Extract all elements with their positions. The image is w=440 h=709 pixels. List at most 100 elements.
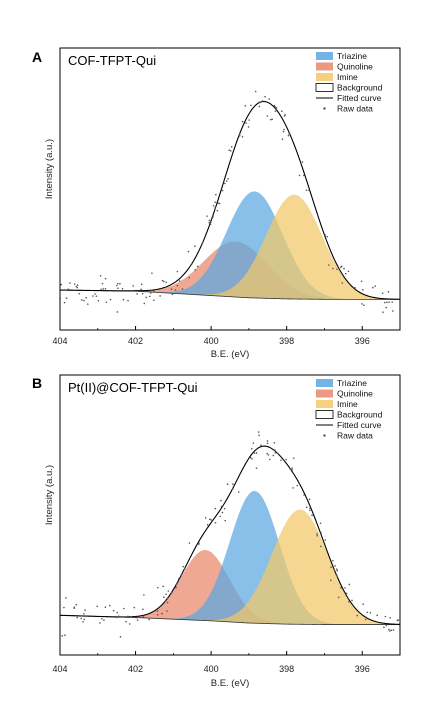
legend-label: Fitted curve bbox=[337, 420, 382, 430]
legend-item-imine: Imine bbox=[316, 399, 358, 409]
raw-data-point bbox=[109, 298, 112, 301]
raw-data-point bbox=[133, 606, 136, 609]
raw-data-point bbox=[104, 287, 107, 290]
raw-data-point bbox=[65, 297, 68, 299]
raw-data-point bbox=[178, 280, 181, 282]
raw-data-point bbox=[311, 514, 313, 517]
raw-data-point bbox=[143, 594, 145, 596]
raw-data-point bbox=[309, 507, 311, 510]
raw-data-point bbox=[366, 611, 369, 614]
raw-data-point bbox=[188, 542, 191, 544]
raw-data-point bbox=[340, 265, 343, 268]
raw-data-point bbox=[183, 567, 186, 570]
raw-data-point bbox=[61, 635, 64, 637]
panel-a: 404 402 400 398 396 B.E. (eV) Intensity (a.u.)… bbox=[32, 47, 401, 360]
raw-data-point bbox=[122, 298, 125, 301]
raw-data-point bbox=[121, 288, 124, 290]
legend-label: Raw data bbox=[337, 431, 373, 441]
raw-data-point bbox=[343, 267, 345, 270]
raw-data-point bbox=[156, 614, 159, 616]
raw-data-point bbox=[136, 293, 138, 295]
raw-data-point bbox=[252, 442, 255, 444]
raw-data-point bbox=[171, 293, 174, 296]
raw-data-point bbox=[258, 101, 260, 104]
raw-data-point bbox=[374, 285, 376, 287]
raw-data-point bbox=[128, 623, 131, 625]
raw-data-point bbox=[194, 269, 196, 271]
raw-data-point bbox=[254, 90, 257, 93]
x-tick-label: 400 bbox=[204, 664, 219, 674]
raw-data-point bbox=[212, 205, 215, 207]
raw-data-point bbox=[198, 542, 200, 544]
raw-data-point bbox=[151, 272, 153, 274]
raw-data-point bbox=[78, 292, 81, 295]
raw-data-point bbox=[95, 295, 98, 297]
raw-data-point bbox=[266, 115, 269, 117]
raw-data-point bbox=[156, 610, 159, 612]
raw-data-point bbox=[67, 288, 70, 291]
raw-data-point bbox=[280, 459, 282, 462]
raw-data-point bbox=[75, 285, 77, 288]
legend-swatch bbox=[316, 389, 333, 398]
raw-data-point bbox=[212, 216, 214, 218]
raw-data-point bbox=[208, 222, 211, 224]
raw-data-point bbox=[220, 505, 223, 508]
x-tick-label: 402 bbox=[128, 664, 143, 674]
raw-data-point bbox=[384, 615, 387, 618]
raw-data-point bbox=[188, 276, 191, 279]
legend-swatch bbox=[316, 62, 333, 71]
raw-data-point bbox=[332, 559, 334, 562]
raw-data-point bbox=[220, 499, 222, 502]
raw-data-point bbox=[102, 288, 105, 290]
raw-data-point bbox=[166, 597, 169, 599]
raw-data-point bbox=[344, 272, 347, 275]
raw-data-point bbox=[264, 95, 266, 98]
raw-data-point bbox=[101, 617, 103, 620]
peak-imine bbox=[60, 509, 400, 625]
panel-title: Pt(II)@COF-TFPT-Qui bbox=[68, 380, 198, 395]
raw-data-point bbox=[283, 115, 286, 117]
raw-data-point bbox=[389, 630, 391, 632]
raw-data-point bbox=[221, 511, 224, 514]
raw-data-point bbox=[83, 618, 86, 621]
raw-data-point bbox=[119, 636, 122, 638]
raw-data-point bbox=[228, 149, 230, 151]
raw-data-point bbox=[372, 286, 374, 289]
raw-data-point bbox=[316, 533, 318, 535]
raw-data-point bbox=[76, 286, 79, 289]
raw-data-point bbox=[163, 596, 165, 598]
raw-data-point bbox=[319, 545, 322, 548]
raw-data-point bbox=[291, 469, 293, 471]
raw-data-point bbox=[333, 569, 336, 571]
raw-data-point bbox=[292, 457, 295, 459]
legend-swatch bbox=[315, 83, 334, 92]
raw-data-point bbox=[157, 586, 159, 589]
raw-data-point bbox=[214, 201, 216, 203]
raw-data-point bbox=[273, 442, 276, 444]
raw-data-point bbox=[231, 488, 234, 491]
raw-data-point bbox=[125, 620, 127, 623]
x-tick-label: 396 bbox=[355, 336, 370, 346]
raw-data-point bbox=[226, 483, 229, 486]
raw-data-point bbox=[251, 447, 253, 450]
raw-data-point bbox=[142, 616, 145, 618]
raw-data-point bbox=[219, 515, 222, 518]
raw-data-point bbox=[141, 292, 144, 295]
raw-data-point bbox=[282, 130, 285, 133]
raw-data-point bbox=[266, 440, 269, 442]
raw-data-point bbox=[143, 302, 146, 305]
raw-data-point bbox=[82, 620, 84, 623]
raw-data-point bbox=[142, 608, 144, 611]
raw-data-point bbox=[221, 189, 224, 192]
plot-frame bbox=[59, 47, 401, 331]
raw-data-point bbox=[337, 596, 340, 599]
legend-item-triazine: Triazine bbox=[316, 378, 367, 388]
raw-data-point bbox=[92, 295, 94, 297]
raw-data-point bbox=[288, 132, 290, 135]
peak-triazine bbox=[60, 191, 400, 300]
raw-data-point bbox=[391, 301, 394, 303]
y-axis-label: Intensity (a.u.) bbox=[44, 139, 55, 199]
raw-data-point bbox=[266, 442, 269, 445]
raw-data-point bbox=[241, 136, 244, 138]
